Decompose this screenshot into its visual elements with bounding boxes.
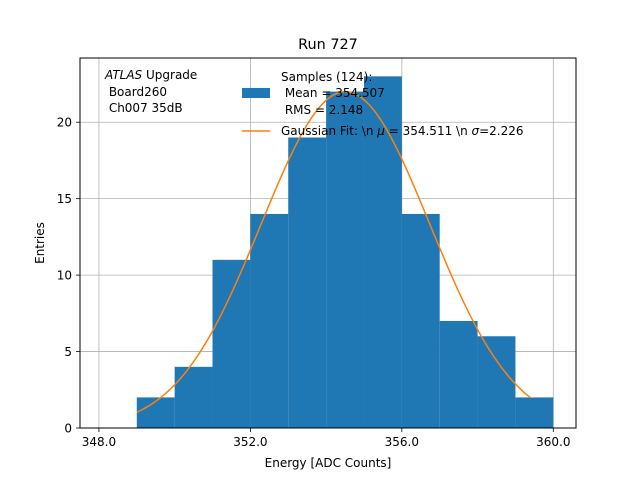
histogram-bar: [174, 366, 213, 428]
legend-gaussian-part-3: =2.226: [479, 124, 523, 138]
x-axis-label: Energy [ADC Counts]: [265, 456, 392, 470]
annotation-line-1: ATLAS Upgrade: [104, 68, 197, 82]
y-axis-label: Entries: [33, 222, 47, 264]
annotation-upgrade: Upgrade: [142, 68, 197, 82]
histogram-bar: [250, 213, 289, 428]
histogram-bar: [401, 213, 440, 428]
y-tick-label: 10: [57, 269, 72, 283]
annotation-atlas: ATLAS: [104, 68, 143, 82]
y-tick-label: 0: [64, 422, 72, 436]
histogram-bars: [136, 76, 554, 429]
legend-histogram-line-1: Samples (124):: [281, 70, 372, 84]
histogram-bar: [515, 397, 554, 428]
y-tick-label: 20: [57, 116, 72, 130]
legend-gaussian-part-2: = 354.511 \n: [385, 124, 472, 138]
legend-mu-symbol: μ: [376, 124, 385, 138]
legend-gaussian-label: Gaussian Fit: \n μ = 354.511 \n σ=2.226: [281, 124, 524, 138]
legend-histogram-swatch: [242, 88, 270, 98]
annotation-line-2: Board260: [105, 85, 167, 99]
atlas-annotation: ATLAS Upgrade Board260 Ch007 35dB: [104, 68, 197, 115]
legend: Samples (124): Mean = 354.507 RMS = 2.14…: [242, 70, 524, 138]
y-tick-label: 5: [64, 345, 72, 359]
x-tick-label: 348.0: [82, 435, 116, 449]
legend-histogram-line-2: Mean = 354.507: [281, 86, 385, 100]
histogram-bar: [477, 336, 516, 428]
histogram-bar: [136, 397, 175, 428]
legend-gaussian-part-1: Gaussian Fit: \n: [281, 124, 377, 138]
histogram-bar: [212, 259, 251, 428]
histogram-bar: [439, 320, 478, 428]
legend-histogram-line-3: RMS = 2.148: [281, 103, 363, 117]
x-tick-label: 360.0: [536, 435, 570, 449]
plot-frame: [79, 57, 577, 429]
chart-title: Run 727: [298, 37, 358, 53]
gaussian-fit-curve: [136, 90, 532, 413]
x-tick-label: 356.0: [385, 435, 419, 449]
y-tick-label: 15: [57, 192, 72, 206]
histogram-bar: [363, 76, 402, 428]
histogram-bar: [326, 91, 364, 429]
histogram-bar: [288, 137, 327, 428]
axis-ticks: 348.0 352.0 356.0 360.0 0 5 10 15 20: [57, 116, 571, 449]
annotation-line-3: Ch007 35dB: [105, 101, 183, 115]
x-tick-label: 352.0: [233, 435, 267, 449]
legend-sigma-symbol: σ: [472, 124, 480, 138]
gaussian-fit-curve-layer: [136, 90, 532, 413]
